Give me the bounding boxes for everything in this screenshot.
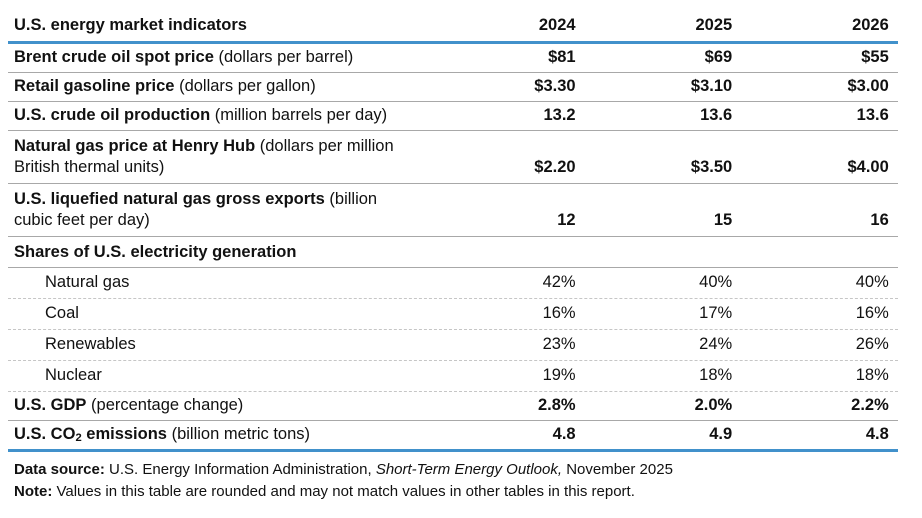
value-2025: $69 [704, 48, 733, 66]
value-2024: $2.20 [534, 158, 576, 176]
value-2025: $3.10 [690, 77, 733, 95]
row-share-nuclear: Nuclear 19% 18% 18% [8, 361, 898, 392]
year-header-2025: 2025 [695, 16, 733, 34]
value-2026: 13.6 [856, 106, 889, 124]
energy-indicators-table: U.S. energy market indicators 2024 2025 … [8, 13, 898, 452]
value-2024: 19% [542, 366, 576, 384]
value-2026: $3.00 [847, 77, 889, 95]
year-header-2026: 2026 [852, 16, 889, 34]
co2-subscript: 2 [75, 432, 82, 445]
value-2025: 4.9 [709, 425, 733, 443]
row-label-bold: U.S. CO [14, 425, 76, 443]
row-label: Natural gas price at Henry Hub (dollars … [8, 136, 428, 178]
note-line: Note: Values in this table are rounded a… [14, 481, 904, 503]
row-label-bold: Retail gasoline price [14, 77, 175, 95]
data-source-date: November 2025 [562, 461, 673, 478]
value-2024: 13.2 [543, 106, 576, 124]
row-label-unit: (percentage change) [86, 396, 244, 414]
section-header-label: Shares of U.S. electricity generation [8, 242, 428, 263]
row-label-unit: (billion [324, 190, 378, 208]
value-2026: 4.8 [865, 425, 889, 443]
value-2024: $3.30 [534, 77, 576, 95]
row-label-bold: U.S. crude oil production [14, 106, 211, 124]
row-label: U.S. crude oil production (million barre… [8, 105, 428, 126]
value-2026: 2.2% [851, 396, 889, 414]
table-title: U.S. energy market indicators [14, 16, 247, 34]
value-2025: 13.6 [700, 106, 733, 124]
row-label: U.S. CO2 emissions (billion metric tons) [8, 424, 428, 445]
value-2025: 40% [699, 273, 733, 291]
value-2024: 12 [557, 211, 576, 229]
row-retail-gasoline: Retail gasoline price (dollars per gallo… [8, 73, 898, 102]
row-label-unit-line2: British thermal units) [14, 158, 165, 176]
data-source-line: Data source: U.S. Energy Information Adm… [14, 459, 904, 481]
row-label: Renewables [45, 335, 136, 353]
row-gdp: U.S. GDP (percentage change) 2.8% 2.0% 2… [8, 392, 898, 421]
note-label: Note: [14, 483, 53, 500]
row-label-bold: Shares of U.S. electricity generation [14, 243, 297, 261]
row-share-renewables: Renewables 23% 24% 26% [8, 330, 898, 361]
year-header-2024: 2024 [538, 16, 576, 34]
row-co2-emissions: U.S. CO2 emissions (billion metric tons)… [8, 421, 898, 452]
row-label-bold: Natural gas price at Henry Hub [14, 137, 256, 155]
value-2024: 4.8 [552, 425, 576, 443]
row-lng-exports: U.S. liquefied natural gas gross exports… [8, 184, 898, 237]
row-label: Retail gasoline price (dollars per gallo… [8, 76, 428, 97]
row-label-bold: U.S. GDP [14, 396, 87, 414]
value-2025: $3.50 [690, 158, 733, 176]
row-electricity-shares-header: Shares of U.S. electricity generation [8, 237, 898, 268]
row-label-unit: (dollars per million [255, 137, 394, 155]
row-label-bold-suffix: emissions [81, 425, 167, 443]
value-2024: 2.8% [537, 396, 576, 414]
row-share-coal: Coal 16% 17% 16% [8, 299, 898, 330]
value-2025: 2.0% [694, 396, 733, 414]
row-label-unit: (dollars per barrel) [213, 48, 354, 66]
row-label: Natural gas [45, 273, 130, 291]
row-crude-production: U.S. crude oil production (million barre… [8, 102, 898, 131]
row-label-unit: (dollars per gallon) [174, 77, 316, 95]
value-2025: 17% [699, 304, 733, 322]
value-2026: $55 [861, 48, 889, 66]
value-2025: 15 [713, 211, 733, 229]
row-share-natural-gas: Natural gas 42% 40% 40% [8, 268, 898, 299]
value-2025: 24% [699, 335, 733, 353]
row-label-unit-line2: cubic feet per day) [14, 211, 150, 229]
value-2024: $81 [548, 48, 576, 66]
row-label: U.S. liquefied natural gas gross exports… [8, 189, 428, 231]
row-label: U.S. GDP (percentage change) [8, 395, 428, 416]
value-2024: 23% [542, 335, 576, 353]
value-2026: $4.00 [847, 158, 889, 176]
row-label: Brent crude oil spot price (dollars per … [8, 47, 428, 68]
data-source-text: U.S. Energy Information Administration, [104, 461, 376, 478]
value-2025: 18% [699, 366, 733, 384]
value-2024: 42% [542, 273, 576, 291]
data-source-label: Data source: [14, 461, 105, 478]
table-footer: Data source: U.S. Energy Information Adm… [14, 459, 904, 503]
value-2026: 26% [855, 335, 889, 353]
value-2024: 16% [542, 304, 576, 322]
row-henry-hub-price: Natural gas price at Henry Hub (dollars … [8, 131, 898, 184]
row-label: Coal [45, 304, 79, 322]
row-label-unit: (billion metric tons) [166, 425, 311, 443]
row-label-bold: Brent crude oil spot price [14, 48, 214, 66]
row-label-unit: (million barrels per day) [210, 106, 388, 124]
value-2026: 40% [855, 273, 889, 291]
publication-title: Short-Term Energy Outlook, [375, 461, 563, 478]
row-label-bold: U.S. liquefied natural gas gross exports [14, 190, 325, 208]
value-2026: 18% [855, 366, 889, 384]
row-brent-crude: Brent crude oil spot price (dollars per … [8, 44, 898, 73]
value-2026: 16% [855, 304, 889, 322]
table-header-row: U.S. energy market indicators 2024 2025 … [8, 13, 898, 44]
value-2026: 16 [870, 211, 889, 229]
note-text: Values in this table are rounded and may… [52, 483, 635, 500]
row-label: Nuclear [45, 366, 102, 384]
